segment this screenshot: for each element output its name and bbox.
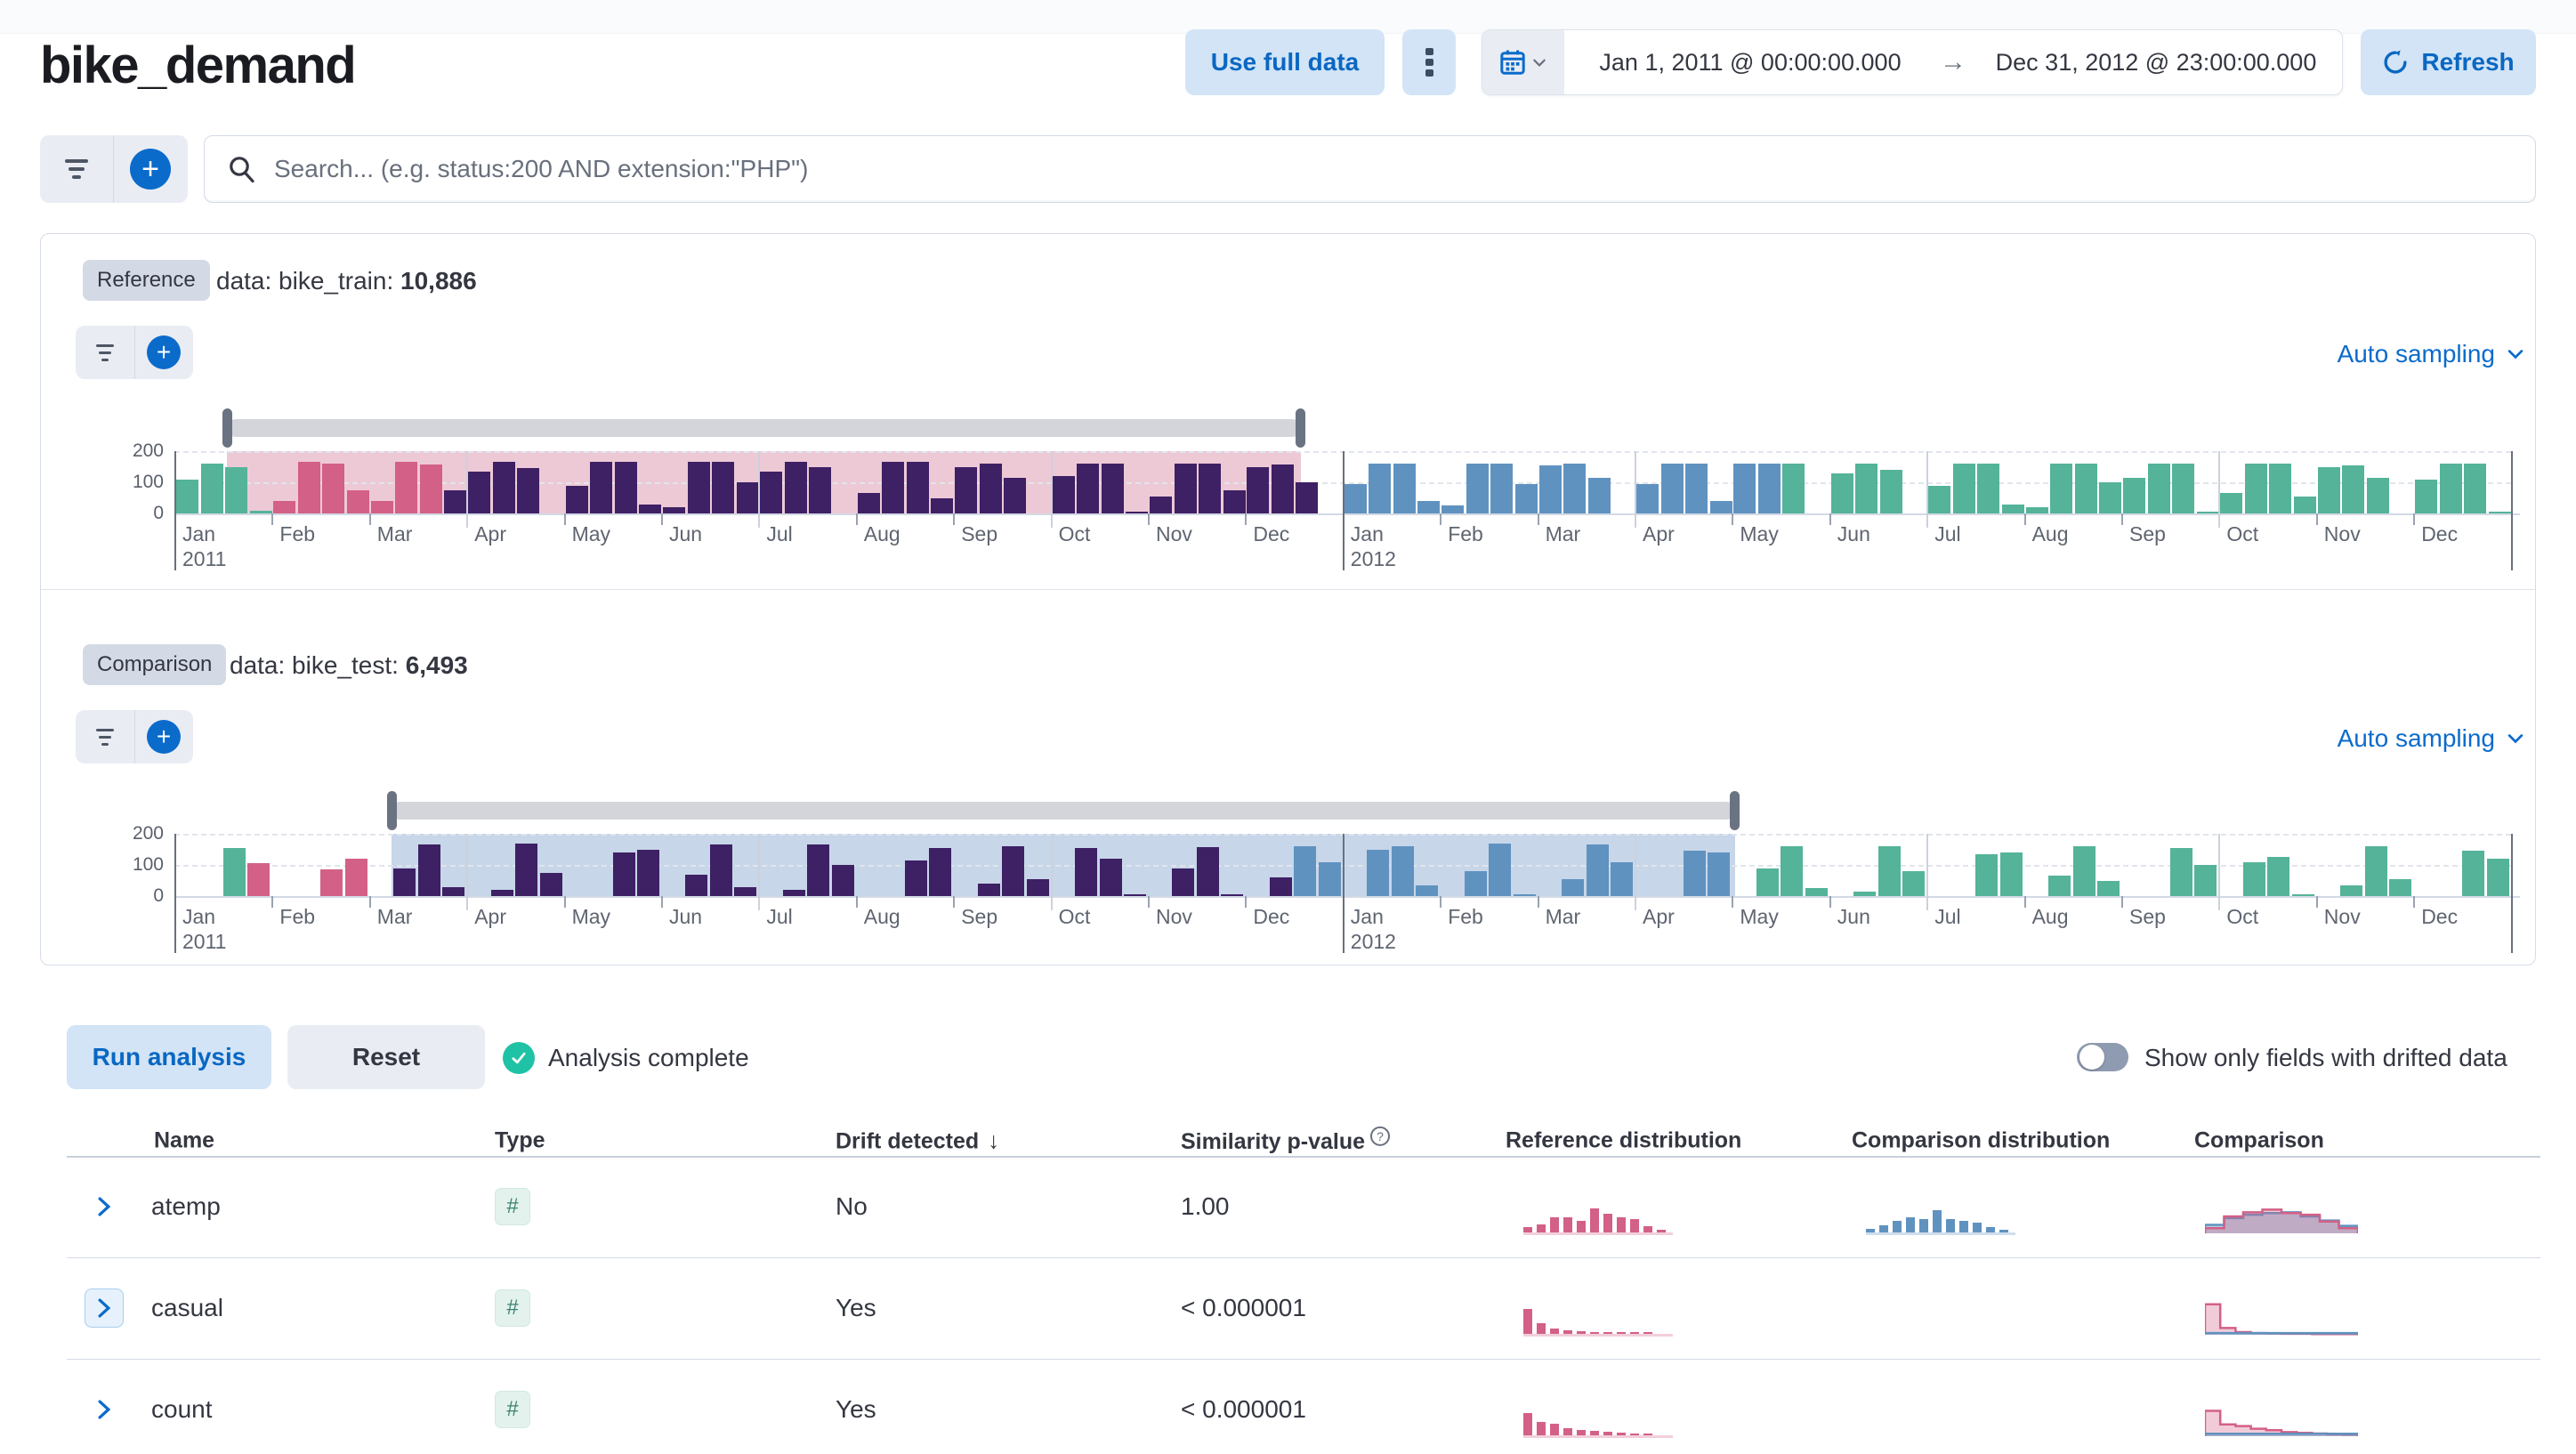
cell-pvalue: < 0.000001 (1181, 1395, 1306, 1423)
numeric-type-badge: # (495, 1289, 530, 1327)
toggle-knob (2079, 1045, 2104, 1070)
cell-name: atemp (151, 1192, 221, 1220)
search-icon (230, 157, 254, 183)
chevron-down-icon (2507, 350, 2524, 359)
table-header-border (67, 1156, 2540, 1158)
comparison-overlay-mini-chart (2203, 1399, 2360, 1442)
reference-doc-count: 10,886 (400, 267, 477, 295)
col-header-comparison: Comparison (2194, 1127, 2324, 1153)
refresh-button[interactable]: Refresh (2361, 29, 2536, 95)
drifted-fields-toggle-label: Show only fields with drifted data (2144, 1044, 2507, 1071)
reference-filter-group: + (76, 326, 193, 379)
reference-badge: Reference (83, 260, 210, 301)
section-divider (41, 589, 2535, 590)
refresh-icon (2384, 50, 2407, 74)
comparison-overlay-mini-chart (2203, 1196, 2360, 1240)
chevron-right-icon (98, 1298, 111, 1318)
filter-icon (96, 343, 114, 361)
reference-distribution-mini-chart (1523, 1399, 1673, 1438)
arrow-right-icon: → (1940, 47, 1966, 77)
cell-drift: No (836, 1192, 868, 1220)
filter-button[interactable] (40, 135, 113, 203)
search-bar[interactable] (204, 135, 2536, 203)
check-circle-icon (503, 1042, 535, 1074)
chevron-down-icon (2507, 734, 2524, 744)
col-header-type[interactable]: Type (495, 1127, 545, 1153)
cell-drift: Yes (836, 1294, 876, 1321)
filter-icon (65, 159, 88, 179)
help-icon[interactable]: ? (1370, 1126, 1391, 1146)
drifted-fields-toggle[interactable] (2077, 1043, 2128, 1071)
col-header-name[interactable]: Name (154, 1127, 215, 1153)
analysis-status-label: Analysis complete (548, 1044, 749, 1071)
reference-data-line: data: bike_train: 10,886 (216, 267, 477, 295)
reference-distribution-mini-chart (1523, 1297, 1673, 1337)
comparison-sampling-dropdown[interactable]: Auto sampling (2338, 724, 2525, 753)
reference-distribution-mini-chart (1523, 1196, 1673, 1235)
plus-icon: + (130, 149, 171, 190)
cell-pvalue: < 0.000001 (1181, 1294, 1306, 1321)
cell-drift: Yes (836, 1395, 876, 1423)
col-header-drift[interactable]: Drift detected ↓ (836, 1127, 1000, 1154)
run-analysis-button[interactable]: Run analysis (67, 1025, 271, 1089)
boxes-vertical-button[interactable] (1402, 29, 1456, 95)
expand-row-button-atemp[interactable] (85, 1187, 124, 1226)
calendar-dropdown-button[interactable] (1482, 30, 1564, 94)
comparison-badge: Comparison (83, 644, 227, 685)
use-full-data-button[interactable]: Use full data (1185, 29, 1385, 95)
col-header-pvalue[interactable]: Similarity p-value? (1181, 1126, 1391, 1155)
add-filter-button[interactable]: + (113, 135, 187, 203)
plus-icon: + (147, 335, 181, 369)
comparison-add-filter-button[interactable]: + (134, 710, 192, 763)
row-divider (67, 1257, 2540, 1258)
row-divider (67, 1359, 2540, 1360)
date-range-picker[interactable]: Jan 1, 2011 @ 00:00:00.000 → Dec 31, 201… (1482, 29, 2343, 95)
reset-button[interactable]: Reset (287, 1025, 485, 1089)
reference-filter-button[interactable] (76, 326, 134, 379)
plus-icon: + (147, 720, 181, 754)
numeric-type-badge: # (495, 1188, 530, 1225)
comparison-data-line: data: bike_test: 6,493 (230, 651, 468, 679)
filter-icon (96, 728, 114, 746)
col-header-ref-dist: Reference distribution (1506, 1127, 1742, 1153)
chevron-right-icon (98, 1197, 111, 1216)
calendar-icon (1500, 50, 1525, 75)
cell-pvalue: 1.00 (1181, 1192, 1230, 1220)
page-title: bike_demand (40, 36, 357, 94)
search-input[interactable] (274, 155, 2535, 183)
cell-name: count (151, 1395, 213, 1423)
sort-down-icon[interactable]: ↓ (988, 1127, 1000, 1154)
date-range-start[interactable]: Jan 1, 2011 @ 00:00:00.000 (1599, 48, 1902, 76)
boxes-vertical-icon (1425, 48, 1433, 77)
chevron-down-icon (1533, 59, 1546, 67)
comparison-distribution-mini-chart (1866, 1196, 2015, 1235)
comparison-filter-button[interactable] (76, 710, 134, 763)
reference-sampling-dropdown[interactable]: Auto sampling (2338, 340, 2525, 368)
col-header-comp-dist: Comparison distribution (1852, 1127, 2111, 1153)
cell-name: casual (151, 1294, 223, 1321)
comparison-overlay-mini-chart (2203, 1297, 2360, 1341)
expand-row-button-count[interactable] (85, 1390, 124, 1429)
comparison-filter-group: + (76, 710, 193, 763)
query-filter-group: + (40, 135, 188, 203)
chevron-right-icon (98, 1400, 111, 1419)
expand-row-button-casual[interactable] (85, 1288, 124, 1328)
reference-add-filter-button[interactable]: + (134, 326, 192, 379)
numeric-type-badge: # (495, 1391, 530, 1428)
date-range-end[interactable]: Dec 31, 2012 @ 23:00:00.000 (1995, 48, 2317, 76)
comparison-doc-count: 6,493 (405, 651, 468, 679)
